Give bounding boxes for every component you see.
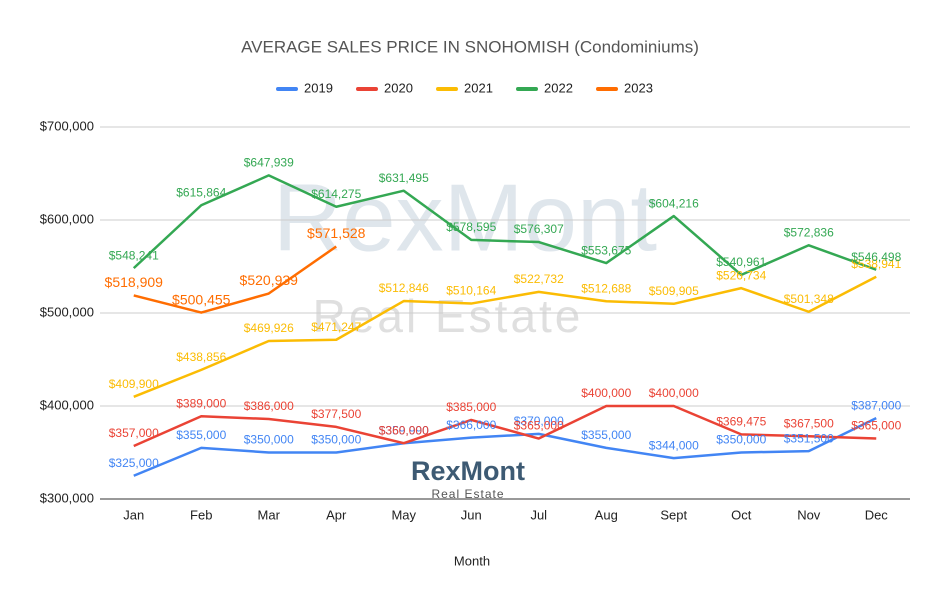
data-label: $647,939: [244, 156, 294, 170]
data-label: $546,498: [851, 250, 901, 264]
data-label: $350,000: [311, 433, 361, 447]
data-label: $512,846: [379, 281, 429, 295]
data-label: $385,000: [446, 400, 496, 414]
data-label: $553,675: [581, 243, 631, 257]
legend-label: 2022: [544, 80, 573, 95]
series-line: [132, 174, 877, 277]
data-label: $360,000: [379, 423, 429, 437]
data-label: $365,000: [514, 419, 564, 433]
data-label: $631,495: [379, 171, 429, 185]
data-label: $576,307: [514, 222, 564, 236]
x-tick-label: Feb: [190, 507, 212, 522]
x-tick-label: Aug: [595, 507, 618, 522]
legend-label: 2021: [464, 80, 493, 95]
x-tick-label: Jan: [123, 507, 144, 522]
data-label: $355,000: [176, 428, 226, 442]
x-tick-label: Apr: [326, 507, 347, 522]
y-tick-label: $600,000: [40, 211, 94, 226]
data-label: $469,926: [244, 321, 294, 335]
data-label: $501,348: [784, 292, 834, 306]
data-label: $357,000: [109, 426, 159, 440]
data-label: $389,000: [176, 396, 226, 410]
data-label: $540,961: [716, 255, 766, 269]
data-label: $615,864: [176, 185, 226, 199]
data-label: $548,241: [109, 248, 159, 262]
data-label: $522,732: [514, 272, 564, 286]
data-label: $370,000: [514, 414, 564, 428]
x-tick-label: Jul: [530, 507, 547, 522]
x-axis-title: Month: [454, 553, 490, 568]
series-line: [133, 416, 877, 477]
y-tick-label: $500,000: [40, 304, 94, 319]
data-label: $351,500: [784, 431, 834, 445]
data-label: $366,000: [446, 418, 496, 432]
x-tick-label: Dec: [865, 507, 889, 522]
data-label: $386,000: [244, 399, 294, 413]
y-tick-label: $700,000: [40, 118, 94, 133]
x-tick-label: Mar: [258, 507, 281, 522]
data-label: $438,856: [176, 350, 226, 364]
logo-title: RexMont: [411, 456, 525, 486]
watermark-title: RexMont: [273, 164, 657, 271]
legend-label: 2020: [384, 80, 413, 95]
y-tick-label: $400,000: [40, 397, 94, 412]
x-tick-label: May: [391, 507, 416, 522]
data-label: $400,000: [581, 386, 631, 400]
data-label: $344,000: [649, 438, 699, 452]
data-label: $377,500: [311, 407, 361, 421]
data-label: $571,528: [307, 225, 366, 241]
data-label: $400,000: [649, 386, 699, 400]
data-label: $510,164: [446, 284, 496, 298]
x-tick-label: Jun: [461, 507, 482, 522]
data-label: $520,939: [240, 272, 299, 288]
data-label: $509,905: [649, 284, 699, 298]
data-label: $359,990: [379, 423, 429, 437]
data-label: $367,500: [784, 416, 834, 430]
data-label: $355,000: [581, 428, 631, 442]
data-label: $350,000: [716, 433, 766, 447]
data-label: $387,000: [851, 398, 901, 412]
data-label: $369,475: [716, 415, 766, 429]
watermark-subtitle: Real Estate: [313, 290, 584, 342]
legend-label: 2023: [624, 80, 653, 95]
data-label: $512,688: [581, 281, 631, 295]
data-label: $500,455: [172, 291, 231, 307]
data-label: $409,900: [109, 377, 159, 391]
data-label: $365,000: [851, 419, 901, 433]
data-label: $604,216: [649, 196, 699, 210]
logo-subtitle: Real Estate: [431, 487, 504, 501]
data-label: $614,275: [311, 187, 361, 201]
data-label: $578,595: [446, 220, 496, 234]
data-label: $325,000: [109, 456, 159, 470]
data-label: $350,000: [244, 433, 294, 447]
data-label: $526,734: [716, 268, 766, 282]
data-label: $471,247: [311, 320, 361, 334]
data-label: $518,909: [105, 274, 164, 290]
x-tick-label: Nov: [797, 507, 821, 522]
series-line: [133, 245, 337, 314]
data-label: $572,836: [784, 225, 834, 239]
x-tick-label: Sept: [660, 507, 687, 522]
legend-label: 2019: [304, 80, 333, 95]
series-line: [133, 275, 877, 398]
y-tick-label: $300,000: [40, 490, 94, 505]
x-tick-label: Oct: [731, 507, 752, 522]
data-label: $538,941: [851, 257, 901, 271]
chart-title: AVERAGE SALES PRICE IN SNOHOMISH (Condom…: [241, 37, 699, 56]
series-line: [133, 404, 877, 448]
